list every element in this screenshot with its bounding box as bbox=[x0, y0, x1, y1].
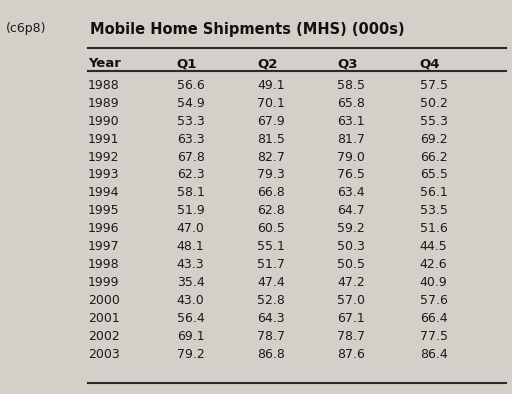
Text: 43.0: 43.0 bbox=[177, 294, 204, 307]
Text: 47.4: 47.4 bbox=[257, 276, 285, 289]
Text: 79.3: 79.3 bbox=[257, 169, 285, 181]
Text: 69.2: 69.2 bbox=[420, 133, 447, 145]
Text: 77.5: 77.5 bbox=[420, 330, 448, 343]
Text: 58.5: 58.5 bbox=[337, 79, 365, 92]
Text: 81.5: 81.5 bbox=[257, 133, 285, 145]
Text: 48.1: 48.1 bbox=[177, 240, 204, 253]
Text: 47.2: 47.2 bbox=[337, 276, 365, 289]
Text: 66.4: 66.4 bbox=[420, 312, 447, 325]
Text: 1995: 1995 bbox=[88, 204, 120, 217]
Text: 56.6: 56.6 bbox=[177, 79, 204, 92]
Text: 67.1: 67.1 bbox=[337, 312, 365, 325]
Text: 69.1: 69.1 bbox=[177, 330, 204, 343]
Text: 56.1: 56.1 bbox=[420, 186, 447, 199]
Text: 50.2: 50.2 bbox=[420, 97, 447, 110]
Text: 49.1: 49.1 bbox=[257, 79, 285, 92]
Text: 76.5: 76.5 bbox=[337, 169, 365, 181]
Text: 62.3: 62.3 bbox=[177, 169, 204, 181]
Text: 50.5: 50.5 bbox=[337, 258, 365, 271]
Text: 52.8: 52.8 bbox=[257, 294, 285, 307]
Text: 62.8: 62.8 bbox=[257, 204, 285, 217]
Text: 81.7: 81.7 bbox=[337, 133, 365, 145]
Text: 43.3: 43.3 bbox=[177, 258, 204, 271]
Text: 57.6: 57.6 bbox=[420, 294, 447, 307]
Text: 65.5: 65.5 bbox=[420, 169, 447, 181]
Text: 44.5: 44.5 bbox=[420, 240, 447, 253]
Text: Q3: Q3 bbox=[337, 57, 357, 70]
Text: 54.9: 54.9 bbox=[177, 97, 204, 110]
Text: 1993: 1993 bbox=[88, 169, 120, 181]
Text: 78.7: 78.7 bbox=[337, 330, 365, 343]
Text: 86.4: 86.4 bbox=[420, 348, 447, 361]
Text: 67.9: 67.9 bbox=[257, 115, 285, 128]
Text: 2003: 2003 bbox=[88, 348, 120, 361]
Text: 1999: 1999 bbox=[88, 276, 120, 289]
Text: 57.0: 57.0 bbox=[337, 294, 365, 307]
Text: 53.3: 53.3 bbox=[177, 115, 204, 128]
Text: 78.7: 78.7 bbox=[257, 330, 285, 343]
Text: 55.3: 55.3 bbox=[420, 115, 447, 128]
Text: 42.6: 42.6 bbox=[420, 258, 447, 271]
Text: 51.7: 51.7 bbox=[257, 258, 285, 271]
Text: 64.3: 64.3 bbox=[257, 312, 285, 325]
Text: Q4: Q4 bbox=[420, 57, 440, 70]
Text: 1989: 1989 bbox=[88, 97, 120, 110]
Text: 86.8: 86.8 bbox=[257, 348, 285, 361]
Text: 64.7: 64.7 bbox=[337, 204, 365, 217]
Text: 51.9: 51.9 bbox=[177, 204, 204, 217]
Text: 79.0: 79.0 bbox=[337, 151, 365, 164]
Text: 40.9: 40.9 bbox=[420, 276, 447, 289]
Text: 55.1: 55.1 bbox=[257, 240, 285, 253]
Text: Q1: Q1 bbox=[177, 57, 197, 70]
Text: 2000: 2000 bbox=[88, 294, 120, 307]
Text: Year: Year bbox=[88, 57, 121, 70]
Text: 57.5: 57.5 bbox=[420, 79, 448, 92]
Text: 35.4: 35.4 bbox=[177, 276, 204, 289]
Text: 1992: 1992 bbox=[88, 151, 120, 164]
Text: 51.6: 51.6 bbox=[420, 222, 447, 235]
Text: 65.8: 65.8 bbox=[337, 97, 365, 110]
Text: 59.2: 59.2 bbox=[337, 222, 365, 235]
Text: 56.4: 56.4 bbox=[177, 312, 204, 325]
Text: (c6p8): (c6p8) bbox=[6, 22, 47, 35]
Text: 60.5: 60.5 bbox=[257, 222, 285, 235]
Text: 50.3: 50.3 bbox=[337, 240, 365, 253]
Text: 1997: 1997 bbox=[88, 240, 120, 253]
Text: Q2: Q2 bbox=[257, 57, 278, 70]
Text: 79.2: 79.2 bbox=[177, 348, 204, 361]
Text: 66.8: 66.8 bbox=[257, 186, 285, 199]
Text: 82.7: 82.7 bbox=[257, 151, 285, 164]
Text: 67.8: 67.8 bbox=[177, 151, 204, 164]
Text: 2002: 2002 bbox=[88, 330, 120, 343]
Text: 47.0: 47.0 bbox=[177, 222, 204, 235]
Text: 70.1: 70.1 bbox=[257, 97, 285, 110]
Text: 2001: 2001 bbox=[88, 312, 120, 325]
Text: 63.3: 63.3 bbox=[177, 133, 204, 145]
Text: 1988: 1988 bbox=[88, 79, 120, 92]
Text: 87.6: 87.6 bbox=[337, 348, 365, 361]
Text: 63.4: 63.4 bbox=[337, 186, 365, 199]
Text: 1991: 1991 bbox=[88, 133, 120, 145]
Text: 53.5: 53.5 bbox=[420, 204, 447, 217]
Text: 1998: 1998 bbox=[88, 258, 120, 271]
Text: 1990: 1990 bbox=[88, 115, 120, 128]
Text: Mobile Home Shipments (MHS) (000s): Mobile Home Shipments (MHS) (000s) bbox=[90, 22, 404, 37]
Text: 1996: 1996 bbox=[88, 222, 120, 235]
Text: 58.1: 58.1 bbox=[177, 186, 204, 199]
Text: 66.2: 66.2 bbox=[420, 151, 447, 164]
Text: 1994: 1994 bbox=[88, 186, 120, 199]
Text: 63.1: 63.1 bbox=[337, 115, 365, 128]
